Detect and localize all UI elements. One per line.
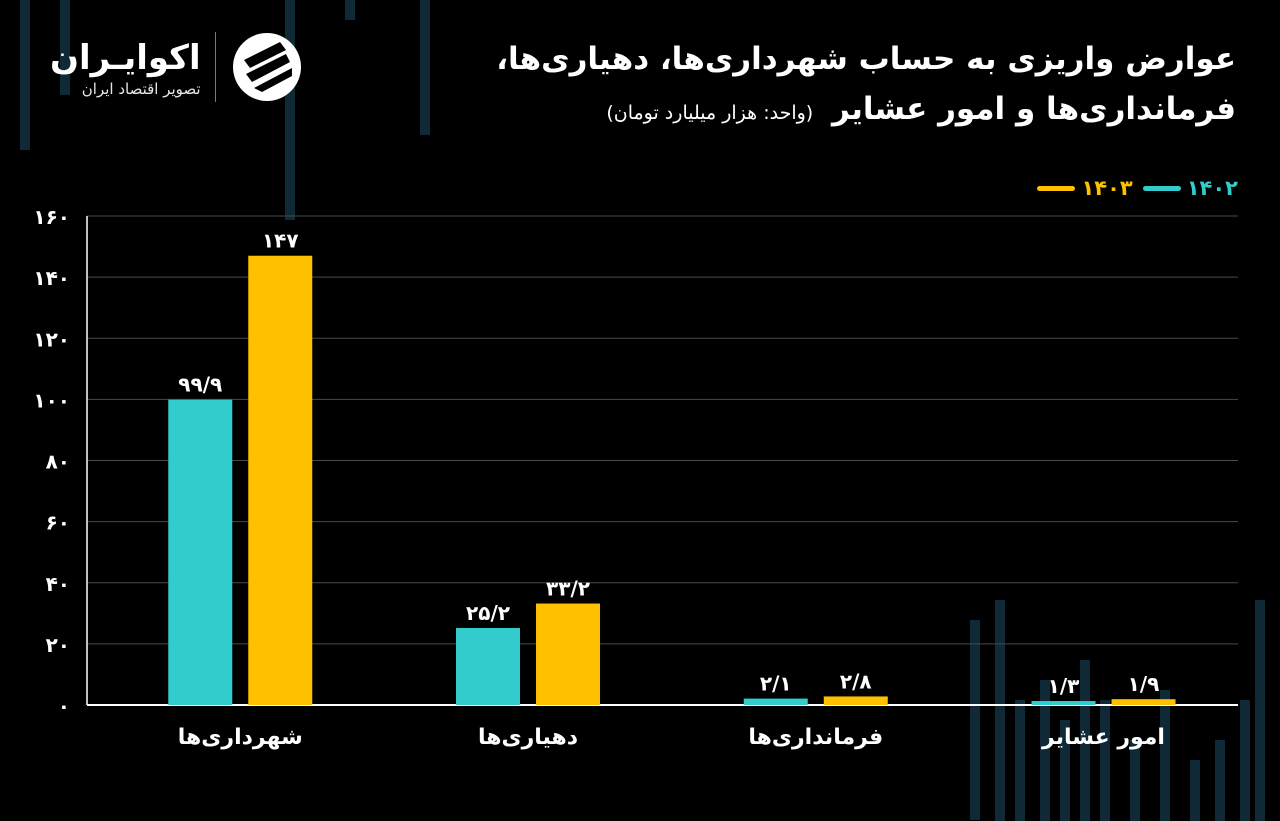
- background-stripe: [1100, 700, 1110, 821]
- data-label: ۲۵/۲: [466, 601, 510, 625]
- chart-title: عوارض واریزی به حساب شهرداری‌ها، دهیاری‌…: [496, 34, 1236, 138]
- title-line-2: فرمانداری‌ها و امور عشایر (واحد: هزار می…: [496, 84, 1236, 138]
- legend: ۱۴۰۲ ۱۴۰۳: [1037, 176, 1238, 200]
- background-stripe: [1060, 720, 1070, 821]
- bar: [1031, 701, 1096, 705]
- brand-text: اکوایـران تصویر اقتصاد ایران: [50, 36, 201, 98]
- y-tick-label: ۶۰: [46, 511, 70, 535]
- bar: [456, 627, 521, 705]
- bar: [823, 696, 888, 705]
- background-stripe: [1130, 740, 1140, 821]
- background-stripe: [995, 600, 1005, 821]
- data-label: ۲/۱: [760, 672, 792, 696]
- x-category-label: دهیاری‌ها: [478, 725, 578, 750]
- bar: [168, 399, 233, 705]
- y-tick-label: ۰: [58, 694, 70, 718]
- background-stripe: [1240, 700, 1250, 821]
- legend-label-1402: ۱۴۰۲: [1186, 176, 1238, 200]
- brand-name: اکوایـران: [50, 38, 201, 78]
- background-stripe: [60, 0, 70, 95]
- bar: [536, 603, 601, 705]
- y-tick-label: ۱۰۰: [33, 388, 70, 412]
- bar: [743, 698, 808, 705]
- y-tick-label: ۸۰: [46, 450, 70, 474]
- unit-label: (واحد: هزار میلیارد تومان): [606, 102, 814, 124]
- legend-item-1403: ۱۴۰۳: [1037, 176, 1133, 200]
- brand-logo: اکوایـران تصویر اقتصاد ایران: [50, 30, 304, 104]
- background-stripe: [1015, 700, 1025, 821]
- x-category-label: فرمانداری‌ها: [748, 725, 883, 750]
- data-label: ۱/۹: [1128, 672, 1160, 696]
- x-category-label: امور عشایر: [1041, 725, 1165, 750]
- data-label: ۲/۸: [840, 669, 872, 693]
- data-label: ۱/۳: [1048, 674, 1080, 698]
- data-label: ۳۳/۲: [546, 577, 590, 601]
- bar: [248, 255, 313, 705]
- background-stripe: [285, 0, 295, 220]
- y-tick-label: ۱۲۰: [33, 327, 70, 351]
- background-stripe: [1215, 740, 1225, 821]
- background-stripe: [970, 620, 980, 820]
- brand-tagline: تصویر اقتصاد ایران: [81, 80, 201, 98]
- legend-label-1403: ۱۴۰۳: [1081, 176, 1133, 200]
- y-tick-label: ۱۶۰: [33, 205, 70, 229]
- y-tick-label: ۲۰: [46, 633, 70, 657]
- background-stripe: [345, 0, 355, 20]
- ekoiran-logo-icon: [232, 33, 301, 101]
- x-category-label: شهرداری‌ها: [178, 725, 303, 750]
- background-stripe: [1160, 690, 1170, 821]
- title-line-1: عوارض واریزی به حساب شهرداری‌ها، دهیاری‌…: [496, 41, 1236, 77]
- legend-swatch-1402: [1142, 185, 1181, 191]
- legend-item-1402: ۱۴۰۲: [1142, 176, 1238, 200]
- background-stripe: [1080, 660, 1090, 821]
- legend-swatch-1403: [1037, 185, 1076, 191]
- y-tick-label: ۱۴۰: [33, 266, 70, 290]
- logo-divider: [214, 32, 216, 102]
- data-label: ۹۹/۹: [178, 373, 222, 397]
- background-stripe: [1190, 760, 1200, 821]
- bar: [1111, 699, 1176, 705]
- data-label: ۱۴۷: [262, 229, 299, 253]
- title-line-2-text: فرمانداری‌ها و امور عشایر: [831, 91, 1236, 127]
- y-tick-label: ۴۰: [46, 572, 70, 596]
- background-stripe: [420, 0, 430, 135]
- background-stripe: [1255, 600, 1265, 821]
- background-stripe: [1040, 680, 1050, 821]
- background-stripe: [20, 0, 30, 150]
